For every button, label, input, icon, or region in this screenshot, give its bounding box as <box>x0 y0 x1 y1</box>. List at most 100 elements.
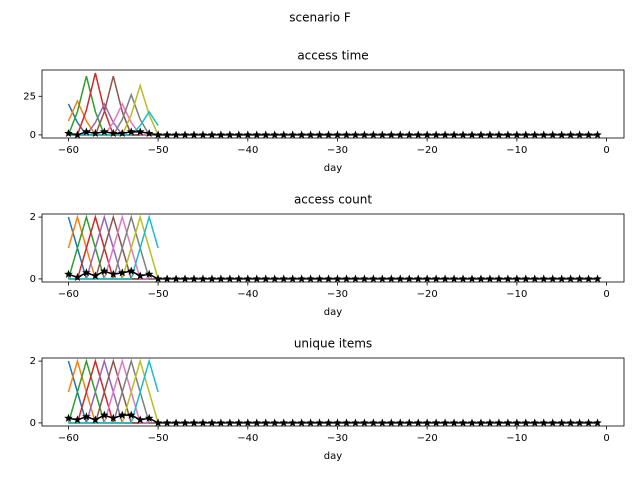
star-marker <box>91 128 100 137</box>
star-marker <box>279 418 288 427</box>
star-marker <box>503 130 513 139</box>
star-marker <box>109 128 118 137</box>
y-tick-label: 2 <box>30 212 36 223</box>
star-marker <box>315 130 324 139</box>
x-tick-label: −50 <box>148 433 169 444</box>
star-marker <box>126 127 136 136</box>
x-tick-label: −10 <box>506 289 527 300</box>
star-marker <box>135 271 145 280</box>
star-marker <box>189 418 199 427</box>
star-marker <box>171 130 181 139</box>
star-marker <box>261 274 271 283</box>
star-marker <box>73 415 82 424</box>
star-marker <box>198 418 208 427</box>
star-marker <box>306 130 315 139</box>
figure-title: scenario F <box>289 11 351 25</box>
star-marker <box>449 274 459 283</box>
star-marker <box>539 130 549 139</box>
star-marker <box>360 418 369 427</box>
star-marker <box>225 274 235 283</box>
star-marker <box>216 418 226 427</box>
x-tick-label: −40 <box>237 145 258 156</box>
star-marker <box>369 418 378 427</box>
star-marker <box>593 418 602 427</box>
star-marker <box>189 130 199 139</box>
star-marker <box>126 410 136 419</box>
star-marker <box>91 271 100 280</box>
star-marker <box>252 418 262 427</box>
star-marker <box>279 274 288 283</box>
star-marker <box>333 130 342 139</box>
x-tick-label: −20 <box>417 289 438 300</box>
star-marker <box>243 130 253 139</box>
star-marker <box>207 274 217 283</box>
star-marker <box>73 272 82 281</box>
star-marker <box>404 130 414 139</box>
star-marker <box>288 130 297 139</box>
star-marker <box>404 418 414 427</box>
star-marker <box>476 274 486 283</box>
star-marker <box>171 418 181 427</box>
star-marker <box>225 130 235 139</box>
star-marker <box>306 418 315 427</box>
star-marker <box>440 418 450 427</box>
star-marker <box>422 130 432 139</box>
star-marker <box>324 274 333 283</box>
star-marker <box>252 130 262 139</box>
star-marker <box>422 418 432 427</box>
x-tick-label: −60 <box>58 289 79 300</box>
star-marker <box>162 130 172 139</box>
x-axis-label: day <box>324 163 342 174</box>
star-marker <box>440 274 450 283</box>
star-marker <box>449 418 459 427</box>
star-marker <box>512 130 522 139</box>
y-tick-label: 0 <box>30 274 36 285</box>
star-marker <box>153 130 163 139</box>
star-marker <box>153 274 163 283</box>
star-marker <box>557 418 566 427</box>
star-marker <box>144 413 154 422</box>
star-marker <box>261 130 271 139</box>
star-marker <box>351 130 360 139</box>
x-tick-label: −50 <box>148 145 169 156</box>
series-line <box>68 358 159 424</box>
star-marker <box>593 274 602 283</box>
star-marker <box>64 413 73 422</box>
star-marker <box>91 415 100 424</box>
star-marker <box>144 269 154 278</box>
x-tick-label: −10 <box>506 145 527 156</box>
star-marker <box>512 274 522 283</box>
axes-frame <box>41 69 625 139</box>
star-marker <box>512 418 522 427</box>
star-marker <box>404 274 414 283</box>
x-tick-label: −30 <box>327 433 348 444</box>
star-marker <box>342 418 351 427</box>
star-marker <box>324 130 333 139</box>
star-marker <box>73 130 82 139</box>
star-marker <box>387 418 396 427</box>
star-marker <box>64 269 73 278</box>
star-marker <box>467 418 477 427</box>
series-line <box>68 214 159 280</box>
star-marker <box>548 130 557 139</box>
star-marker <box>575 418 584 427</box>
star-marker <box>413 274 423 283</box>
star-marker <box>82 127 91 136</box>
star-marker <box>584 274 593 283</box>
star-marker <box>297 130 306 139</box>
plot-area <box>64 214 602 283</box>
x-tick-label: −50 <box>148 289 169 300</box>
plot-area <box>64 72 602 139</box>
star-marker <box>548 418 557 427</box>
star-marker <box>153 418 163 427</box>
star-marker <box>521 418 531 427</box>
star-marker <box>270 274 279 283</box>
x-tick-label: −30 <box>327 289 348 300</box>
x-tick-label: −40 <box>237 433 258 444</box>
y-tick-label: 0 <box>30 130 36 141</box>
series-line <box>68 358 159 424</box>
star-marker <box>476 130 486 139</box>
star-marker <box>530 274 540 283</box>
star-marker <box>575 274 584 283</box>
star-marker <box>225 418 235 427</box>
